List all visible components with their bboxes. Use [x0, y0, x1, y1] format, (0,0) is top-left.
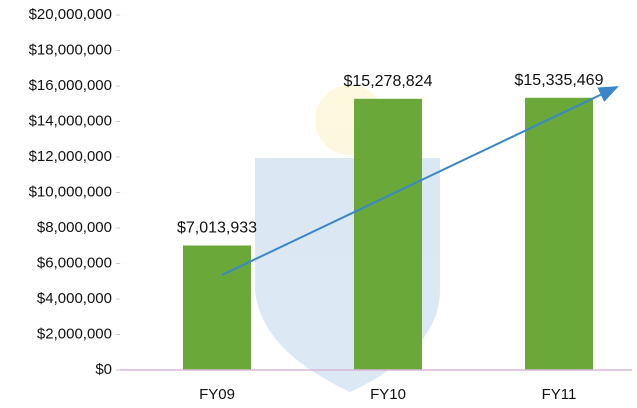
x-tick-label: FY10 — [370, 386, 406, 403]
chart: $0 $2,000,000 $4,000,000 $6,000,000 $8,000,0… — [0, 0, 637, 408]
y-tick-label: $20,000,000 — [29, 6, 112, 23]
bar — [183, 246, 251, 370]
data-label: $7,013,933 — [177, 220, 257, 237]
y-tick-label: $14,000,000 — [29, 112, 112, 129]
data-label: $15,278,824 — [344, 73, 433, 90]
y-tick-label: $0 — [95, 361, 112, 378]
y-tick-label: $8,000,000 — [37, 219, 112, 236]
y-tick-label: $4,000,000 — [37, 290, 112, 307]
bar — [354, 99, 422, 370]
bar — [525, 98, 593, 370]
y-tick-label: $6,000,000 — [37, 254, 112, 271]
x-tick-label: FY11 — [542, 386, 577, 403]
y-tick-label: $16,000,000 — [29, 77, 112, 94]
y-tick-label: $12,000,000 — [29, 148, 112, 165]
data-label: $15,335,469 — [515, 72, 604, 89]
x-tick-label: FY09 — [199, 386, 235, 403]
y-tick-label: $2,000,000 — [37, 325, 112, 342]
y-tick-label: $18,000,000 — [29, 41, 112, 58]
y-tick-label: $10,000,000 — [29, 183, 112, 200]
